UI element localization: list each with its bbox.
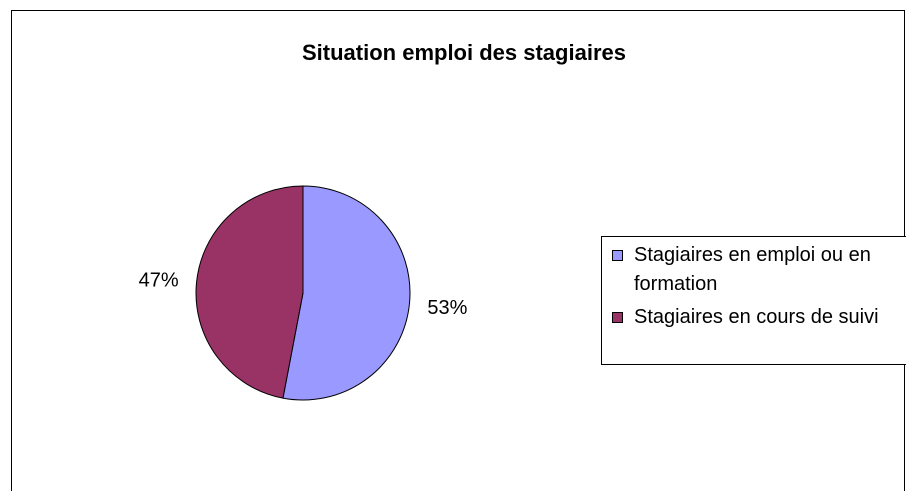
legend: Stagiaires en emploi ou en formation Stag…	[601, 236, 906, 365]
legend-label: Stagiaires en cours de suivi	[634, 306, 879, 328]
legend-swatch	[612, 250, 623, 261]
pie-slice	[282, 185, 411, 401]
legend-swatch	[612, 312, 623, 323]
pie-slice	[195, 185, 304, 399]
data-label: 53%	[427, 297, 467, 319]
data-label: 47%	[139, 270, 179, 292]
legend-label: Stagiaires en emploi ou en formation	[634, 244, 871, 295]
chart-title: Situation emploi des stagiaires	[302, 40, 626, 65]
